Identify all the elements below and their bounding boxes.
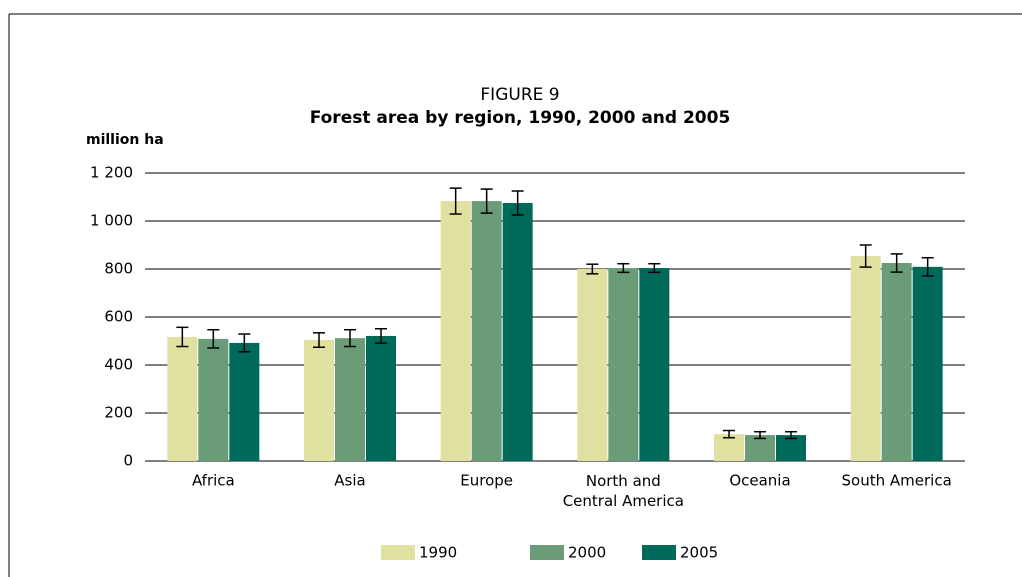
bar (881, 263, 912, 461)
legend-label: 2000 (568, 544, 606, 562)
x-tick-label: Asia (334, 472, 365, 490)
error-bar (859, 244, 872, 268)
x-tick-label: Oceania (729, 472, 790, 490)
error-bar (890, 253, 903, 273)
legend-swatch (642, 545, 676, 560)
y-tick-label: 200 (104, 404, 133, 422)
y-tick-label: 1 200 (90, 164, 133, 182)
y-tick-label: 800 (104, 260, 133, 278)
error-bar (207, 328, 220, 349)
bar (776, 435, 806, 461)
bar (229, 342, 260, 461)
bar (335, 338, 365, 461)
x-tick-label: Africa (192, 472, 235, 490)
bar (167, 336, 198, 461)
bar (639, 268, 670, 461)
error-bar (921, 256, 934, 277)
y-axis-label: million ha (86, 132, 164, 148)
error-bar (617, 262, 630, 274)
y-tick-label: 400 (104, 356, 133, 374)
error-bar (511, 190, 524, 216)
y-tick-label: 0 (123, 452, 133, 470)
y-tick-label: 600 (104, 308, 133, 326)
bar (912, 266, 943, 461)
bar (471, 201, 502, 461)
x-tick-label: North and Central America (563, 472, 684, 510)
error-bar (238, 333, 251, 353)
chart-subtitle: Forest area by region, 1990, 2000 and 20… (310, 108, 731, 128)
error-bar (344, 328, 356, 348)
chart-title: FIGURE 9 (480, 85, 559, 105)
error-bar (723, 429, 735, 439)
error-bar (176, 326, 189, 348)
error-bar (754, 430, 766, 440)
bar (608, 268, 639, 461)
error-bar (313, 332, 325, 348)
x-tick-label: Europe (460, 472, 513, 490)
x-tick-label: South America (842, 472, 952, 490)
bar (440, 201, 471, 461)
error-bar (648, 262, 661, 274)
bar (714, 434, 744, 461)
bar (502, 203, 533, 461)
legend-swatch (530, 545, 564, 560)
error-bar (785, 430, 797, 440)
bar (198, 338, 229, 461)
y-tick-label: 1 000 (90, 212, 133, 230)
bar (577, 269, 608, 461)
bar (850, 256, 881, 461)
legend-label: 2005 (680, 544, 718, 562)
error-bar (480, 188, 493, 214)
legend-swatch (381, 545, 415, 560)
bar (366, 335, 396, 461)
bar (304, 340, 334, 461)
error-bar (375, 328, 387, 344)
error-bar (586, 263, 599, 275)
error-bar (449, 187, 462, 215)
legend-label: 1990 (419, 544, 457, 562)
bar (745, 435, 775, 461)
